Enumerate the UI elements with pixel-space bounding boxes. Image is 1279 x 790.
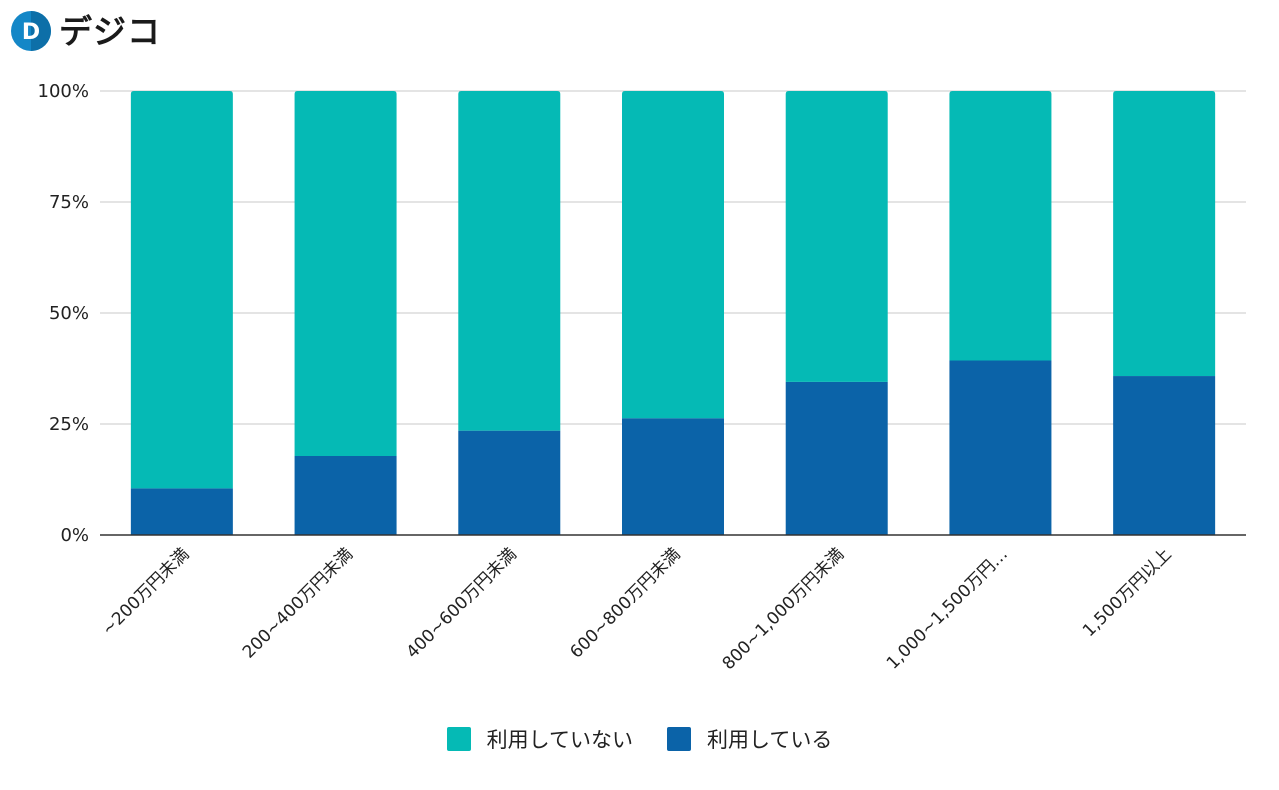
bar-segment-using <box>785 381 888 535</box>
bar-segment-using <box>294 455 397 535</box>
y-tick-label: 50% <box>49 303 89 324</box>
x-tick-label: 1,500万円以上 <box>1079 544 1176 641</box>
stacked-bar-chart: 0% 25% 50% 75% 100% ~200万円未満 200~400万円未満 400~6… <box>38 81 1246 674</box>
bar-segment-not-using <box>622 91 724 419</box>
x-tick-label: 800~1,000万円未満 <box>719 544 849 674</box>
y-tick-label: 100% <box>38 81 89 102</box>
x-tick-label: 200~400万円未満 <box>239 544 357 662</box>
bar-segment-using <box>1113 376 1216 535</box>
x-tick-label: ~200万円未満 <box>98 544 193 639</box>
legend-item-not-using: 利用していない <box>446 724 633 754</box>
legend-swatch-using <box>667 727 691 751</box>
legend-item-using: 利用している <box>667 724 832 754</box>
logo-mark-letter: D <box>22 20 40 45</box>
bar-segment-not-using <box>1113 91 1216 377</box>
logo-text: デジコ <box>59 11 161 51</box>
bar-segment-using <box>130 488 233 535</box>
bar-segment-not-using <box>949 91 1052 361</box>
chart-legend: 利用していない 利用している <box>0 724 1279 754</box>
bar-segment-not-using <box>785 91 888 382</box>
x-tick-label: 600~800万円未満 <box>566 544 684 662</box>
y-axis-labels: 0% 25% 50% 75% 100% <box>38 81 89 546</box>
bar-segment-using <box>622 418 724 535</box>
y-tick-label: 25% <box>49 414 89 435</box>
bars <box>130 91 1216 535</box>
logo-mark-icon: D <box>11 11 51 51</box>
legend-label-not-using: 利用していない <box>486 728 633 752</box>
x-tick-label: 400~600万円未満 <box>403 544 521 662</box>
legend-label-using: 利用している <box>707 728 833 752</box>
bar-segment-using <box>458 430 561 535</box>
y-tick-label: 75% <box>49 192 89 213</box>
y-tick-label: 0% <box>60 525 89 546</box>
bar-segment-not-using <box>130 91 233 489</box>
bar-segment-not-using <box>294 91 397 456</box>
bar-segment-not-using <box>458 91 561 431</box>
x-tick-label: 1,000~1,500万円… <box>883 544 1012 673</box>
brand-logo: D デジコ <box>10 9 161 53</box>
legend-swatch-not-using <box>446 727 471 751</box>
x-axis: ~200万円未満 200~400万円未満 400~600万円未満 600~800万円未… <box>98 534 1246 674</box>
bar-segment-using <box>949 360 1052 535</box>
